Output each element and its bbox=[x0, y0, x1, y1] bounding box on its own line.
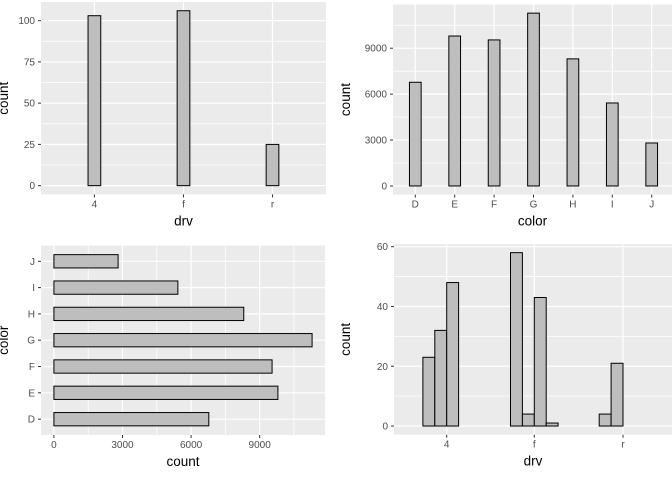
axis-tick-label: 9000 bbox=[365, 44, 388, 55]
bar bbox=[510, 252, 523, 427]
y-axis-title: count bbox=[338, 83, 353, 116]
bar bbox=[545, 422, 559, 427]
x-axis-title: color bbox=[518, 214, 548, 229]
axis-tick-label: 4 bbox=[444, 440, 450, 451]
bar bbox=[53, 333, 313, 348]
axis-tick-label: 100 bbox=[18, 16, 35, 27]
bar bbox=[446, 282, 460, 427]
chart-svg-drv-count-grouped: 0 20 40 60 4 f r drv count bbox=[338, 242, 672, 469]
axis-tick-label: J bbox=[30, 257, 35, 268]
axis-tick-label: F bbox=[29, 362, 35, 373]
x-axis-title: drv bbox=[524, 454, 543, 469]
axis-tick-label: H bbox=[28, 309, 35, 320]
bar bbox=[87, 15, 102, 187]
chart-drv-count: 0 25 50 75 100 4 f r drv count bbox=[0, 0, 336, 240]
axis-tick-label: D bbox=[28, 415, 35, 426]
axis-tick-label: J bbox=[649, 200, 654, 211]
axis-tick-label: E bbox=[451, 200, 458, 211]
bar bbox=[527, 12, 540, 187]
axis-tick-label: H bbox=[569, 200, 576, 211]
bar bbox=[422, 356, 436, 427]
bar bbox=[521, 413, 535, 427]
y-axis-title: count bbox=[0, 81, 11, 114]
bar bbox=[610, 362, 624, 427]
bar bbox=[605, 102, 619, 187]
axis-tick-label: D bbox=[412, 200, 419, 211]
bar bbox=[53, 306, 245, 322]
axis-tick-label: 4 bbox=[92, 199, 98, 210]
axis-tick-label: 9000 bbox=[249, 440, 272, 451]
axis-tick-label: r bbox=[621, 440, 625, 451]
y-axis-title: count bbox=[338, 323, 353, 356]
bar bbox=[408, 81, 422, 187]
axis-tick-label: 40 bbox=[377, 302, 389, 313]
axis-tick-label: 3000 bbox=[365, 136, 388, 147]
bar bbox=[176, 10, 191, 187]
x-axis-title: drv bbox=[174, 213, 193, 228]
bar bbox=[53, 412, 210, 427]
axis-tick-label: 6000 bbox=[180, 440, 203, 451]
chart-svg-drv-count: 0 25 50 75 100 4 f r drv count bbox=[0, 2, 326, 228]
bar bbox=[566, 58, 580, 187]
axis-tick-label: f bbox=[533, 440, 536, 451]
axis-tick-label: 60 bbox=[377, 242, 389, 253]
axis-tick-label: 0 bbox=[29, 181, 35, 192]
axis-tick-label: r bbox=[271, 199, 275, 210]
axis-tick-label: 0 bbox=[382, 422, 388, 433]
bar bbox=[53, 280, 179, 295]
axis-tick-label: 6000 bbox=[365, 90, 388, 101]
bar bbox=[598, 413, 612, 427]
bar bbox=[533, 297, 547, 427]
axis-tick-label: G bbox=[530, 200, 538, 211]
bar bbox=[487, 39, 501, 187]
chart-drv-count-grouped: 0 20 40 60 4 f r drv count bbox=[336, 240, 672, 480]
y-axis-title: color bbox=[0, 325, 11, 355]
axis-tick-label: G bbox=[27, 336, 35, 347]
bar bbox=[645, 142, 659, 187]
axis-tick-label: 25 bbox=[24, 140, 36, 151]
axis-tick-label: f bbox=[182, 199, 185, 210]
axis-tick-label: 3000 bbox=[111, 440, 134, 451]
axis-tick-label: I bbox=[32, 283, 35, 294]
bar bbox=[434, 329, 448, 427]
bar bbox=[448, 35, 462, 187]
axis-tick-label: 0 bbox=[381, 181, 387, 192]
bar bbox=[53, 359, 273, 374]
x-axis-title: count bbox=[166, 454, 199, 469]
axis-tick-label: I bbox=[611, 200, 614, 211]
axis-tick-label: 50 bbox=[24, 99, 36, 110]
bar bbox=[53, 254, 119, 269]
axis-tick-label: 20 bbox=[377, 362, 389, 373]
axis-tick-label: E bbox=[28, 388, 35, 399]
bar bbox=[53, 385, 279, 400]
axis-tick-label: F bbox=[491, 200, 497, 211]
axis-tick-label: 75 bbox=[24, 57, 36, 68]
axis-tick-label: 0 bbox=[51, 440, 57, 451]
bar bbox=[265, 143, 280, 187]
